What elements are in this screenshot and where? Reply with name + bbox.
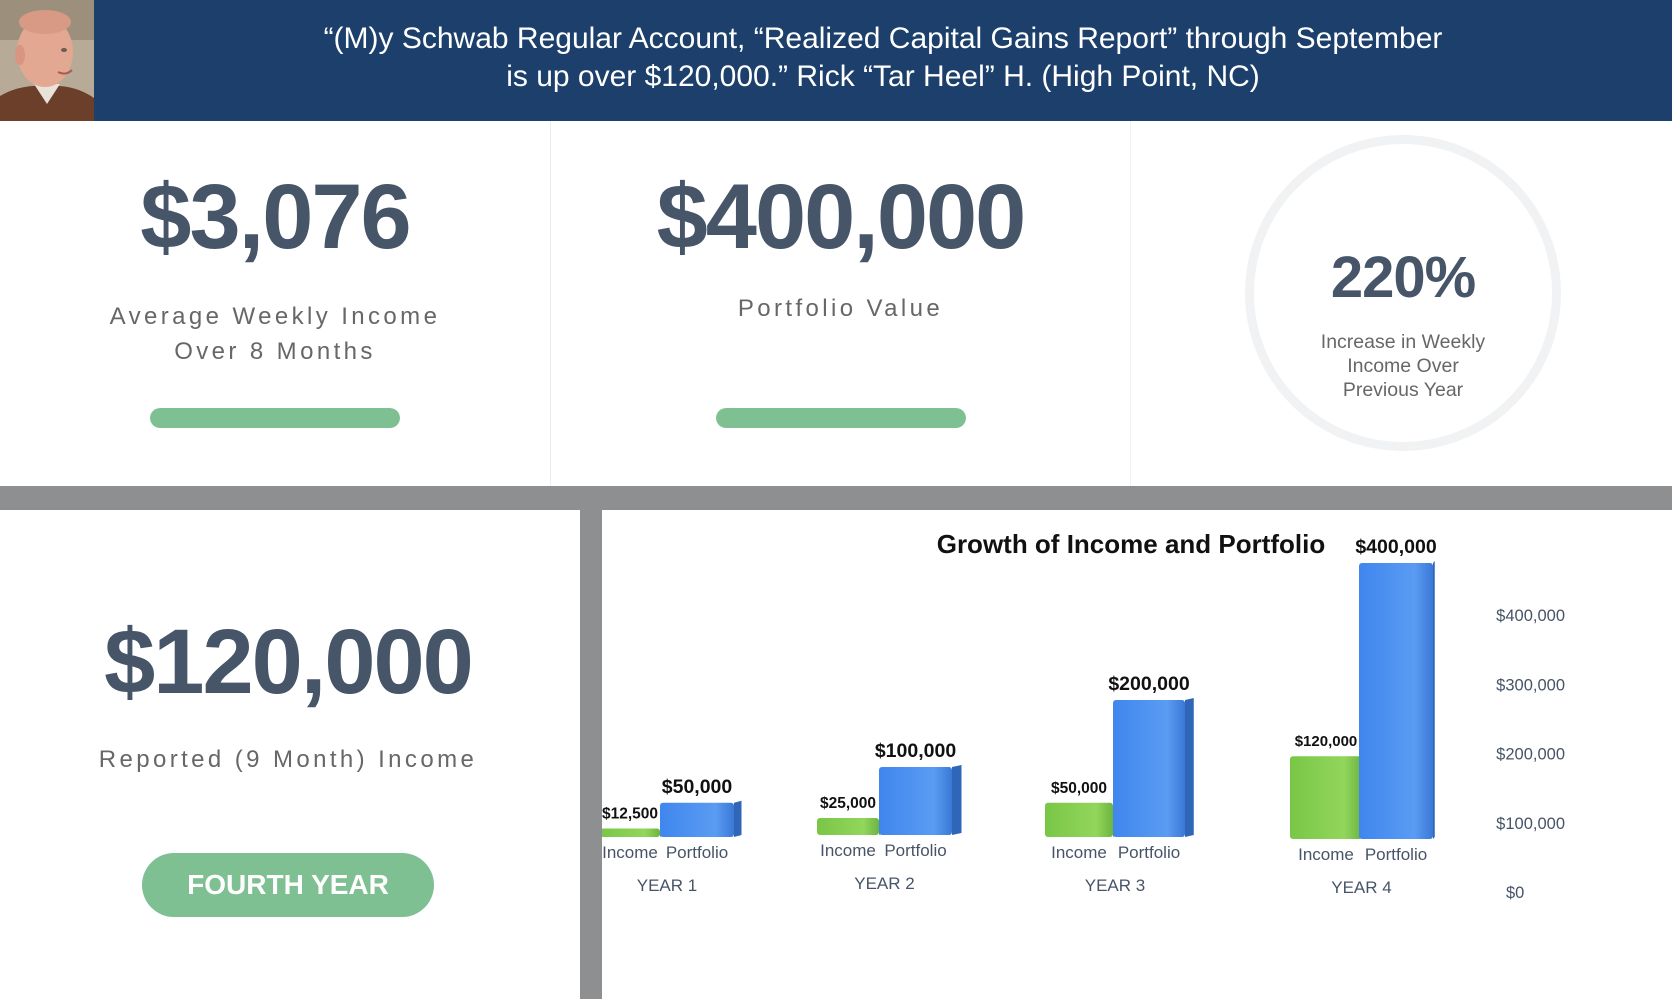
income-bar-2 — [817, 818, 879, 835]
portfolio-value-label-4: $400,000 — [1355, 536, 1436, 558]
portfolio-axis-label-4: Portfolio — [1365, 845, 1427, 864]
portfolio-axis-label-3: Portfolio — [1118, 843, 1180, 862]
income-value-label-1: $12,500 — [602, 805, 658, 822]
portfolio-bar-side-2 — [952, 765, 962, 835]
income-value-label-3: $50,000 — [1051, 780, 1107, 797]
chart-title: Growth of Income and Portfolio — [937, 529, 1326, 559]
quote-line-1: “(M)y Schwab Regular Account, “Realized … — [323, 21, 1443, 55]
reported-income-panel: $120,000 Reported (9 Month) Income FOURT… — [0, 510, 580, 999]
weekly-income-card: $3,076 Average Weekly Income Over 8 Mont… — [0, 121, 551, 486]
growth-chart-svg: Growth of Income and Portfolio $12,500 In… — [602, 529, 1565, 902]
increase-label-line-3: Previous Year — [1342, 379, 1464, 401]
reported-income-value: $120,000 — [104, 611, 474, 713]
portfolio-value-label-1: $50,000 — [662, 776, 733, 798]
year-label-2: YEAR 2 — [854, 874, 914, 893]
y-tick-label-3: $300,000 — [1496, 676, 1565, 694]
portfolio-value-label-2: $100,000 — [875, 740, 956, 762]
increase-label-line-2: Income Over — [1347, 355, 1459, 377]
weekly-income-label-line-2: Over 8 Months — [174, 338, 376, 365]
weekly-income-label: Average Weekly Income Over 8 Months — [0, 299, 550, 369]
income-axis-label-1: Income — [602, 843, 658, 862]
vertical-divider — [580, 510, 602, 999]
income-value-label-4: $120,000 — [1295, 733, 1358, 750]
testimonial-quote: “(M)y Schwab Regular Account, “Realized … — [94, 0, 1672, 121]
income-bar-3 — [1045, 802, 1113, 837]
portfolio-value: $400,000 — [656, 166, 1027, 268]
year-label-3: YEAR 3 — [1085, 876, 1145, 895]
horizontal-divider — [0, 486, 1672, 510]
testimonial-header: “(M)y Schwab Regular Account, “Realized … — [0, 0, 1672, 121]
income-axis-label-3: Income — [1051, 843, 1107, 862]
income-axis-label-4: Income — [1298, 845, 1354, 864]
portfolio-bar-2 — [879, 767, 952, 835]
income-value-label-2: $25,000 — [820, 795, 876, 812]
portfolio-card: $400,000 Portfolio Value — [551, 121, 1131, 486]
weekly-income-value: $3,076 — [140, 166, 411, 268]
income-axis-label-2: Income — [820, 841, 876, 860]
year-label-1: YEAR 1 — [637, 876, 697, 895]
year-label-4: YEAR 4 — [1331, 878, 1391, 897]
portfolio-value-label-3: $200,000 — [1108, 673, 1189, 695]
y-tick-label-4: $400,000 — [1496, 607, 1565, 625]
weekly-income-label-line-1: Average Weekly Income — [109, 303, 441, 330]
portfolio-bar-side-4 — [1433, 561, 1435, 839]
growth-chart: Growth of Income and Portfolio $12,500 In… — [602, 510, 1672, 999]
increase-label-line-1: Increase in Weekly — [1320, 331, 1486, 353]
portfolio-bar-3 — [1113, 700, 1185, 837]
income-bar-1 — [602, 828, 660, 837]
stats-row: $3,076 Average Weekly Income Over 8 Mont… — [0, 121, 1672, 486]
chart-marks: $12,500 Income $50,000 Portfolio YEAR 1 $25,0… — [602, 536, 1565, 902]
portfolio-bar-4 — [1359, 563, 1433, 839]
y-tick-label-1: $100,000 — [1496, 815, 1565, 833]
portfolio-axis-label-2: Portfolio — [884, 841, 946, 860]
increase-value: 220% — [1330, 245, 1476, 310]
quote-line-2: is up over $120,000.” Rick “Tar Heel” H.… — [506, 59, 1260, 93]
portfolio-progress-bar — [715, 408, 966, 428]
portfolio-bar-1 — [660, 802, 734, 837]
portfolio-progress-fill — [715, 408, 966, 428]
increase-label: Increase in Weekly Income Over Previous … — [1254, 330, 1552, 402]
income-bar-4 — [1290, 756, 1362, 839]
reported-income-label: Reported (9 Month) Income — [98, 746, 478, 773]
avatar — [0, 0, 94, 121]
portfolio-bar-side-3 — [1185, 698, 1194, 837]
y-tick-label-0: $0 — [1506, 884, 1524, 902]
increase-ring: 220% Increase in Weekly Income Over Prev… — [1245, 135, 1561, 451]
portfolio-bar-side-1 — [734, 800, 742, 837]
weekly-income-progress-fill — [150, 408, 400, 428]
weekly-income-progress-bar — [150, 408, 400, 428]
y-tick-label-2: $200,000 — [1496, 746, 1565, 764]
fourth-year-badge: FOURTH YEAR — [142, 853, 434, 917]
portfolio-label: Portfolio Value — [737, 295, 944, 322]
portfolio-axis-label-1: Portfolio — [666, 843, 728, 862]
increase-card: 220% Increase in Weekly Income Over Prev… — [1131, 121, 1672, 486]
